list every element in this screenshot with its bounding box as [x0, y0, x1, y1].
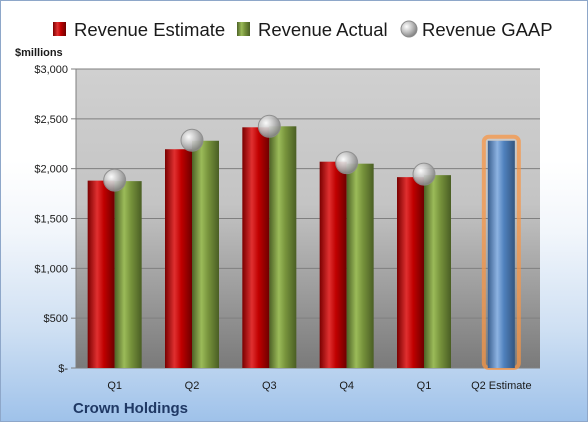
y-tick-label: $-	[58, 363, 68, 375]
x-tick-label-q2-2: Q2	[185, 380, 200, 392]
bar-revenue-estimate-5	[397, 177, 424, 368]
bar-revenue-actual-1	[114, 181, 142, 368]
point-revenue-gaap-5	[412, 162, 436, 186]
legend-marker-revenue-estimate	[53, 22, 66, 36]
x-axis: Q1 Q2 Q3 Q4 Q1 Q2 Estimate	[107, 380, 531, 392]
y-tick-label: $1,500	[34, 214, 68, 226]
y-tick-label: $2,500	[34, 114, 68, 126]
point-revenue-gaap-4	[335, 151, 359, 175]
bar-revenue-actual-2	[192, 140, 219, 368]
legend: Revenue Estimate Revenue Actual Revenue GA…	[53, 19, 553, 40]
bar-revenue-actual-4	[346, 163, 374, 368]
x-tick-label-q2-estimate-6: Q2 Estimate	[471, 380, 532, 392]
y-tick-label: $3,000	[34, 64, 68, 76]
point-revenue-gaap-3	[257, 114, 281, 138]
x-tick-label-q1-5: Q1	[417, 380, 432, 392]
point-revenue-gaap-2	[180, 128, 204, 152]
gridlines	[76, 68, 540, 369]
bar-revenue-actual-3	[269, 126, 297, 368]
legend-label-revenue-estimate: Revenue Estimate	[74, 19, 225, 40]
bar-revenue-estimate-1	[87, 180, 115, 368]
legend-marker-revenue-gaap	[400, 20, 418, 38]
x-tick-label-q1-1: Q1	[107, 380, 122, 392]
y-tick-label: $2,000	[34, 164, 68, 176]
bar-revenue-estimate-2	[165, 149, 192, 368]
bars	[87, 126, 521, 370]
legend-label-revenue-actual: Revenue Actual	[258, 19, 388, 40]
bar-revenue-estimate-3	[242, 127, 270, 369]
legend-marker-revenue-actual	[237, 22, 250, 36]
y-tick-label: $1,000	[34, 263, 68, 275]
x-tick-label-q3-3: Q3	[262, 380, 277, 392]
y-axis: $- $500 $1,000 $1,500 $2,000 $2,500 $3,000	[34, 64, 77, 375]
company-name: Crown Holdings	[73, 400, 188, 417]
gaap-points	[103, 114, 436, 192]
legend-label-revenue-gaap: Revenue GAAP	[422, 19, 553, 40]
bar-q2-estimate	[487, 140, 515, 368]
y-tick-label: $500	[44, 313, 68, 325]
point-revenue-gaap-1	[103, 168, 127, 192]
bar-revenue-estimate-4	[319, 161, 347, 368]
bar-revenue-actual-5	[424, 175, 451, 368]
unit-label: $millions	[15, 47, 63, 59]
x-tick-label-q4-4: Q4	[339, 380, 354, 392]
